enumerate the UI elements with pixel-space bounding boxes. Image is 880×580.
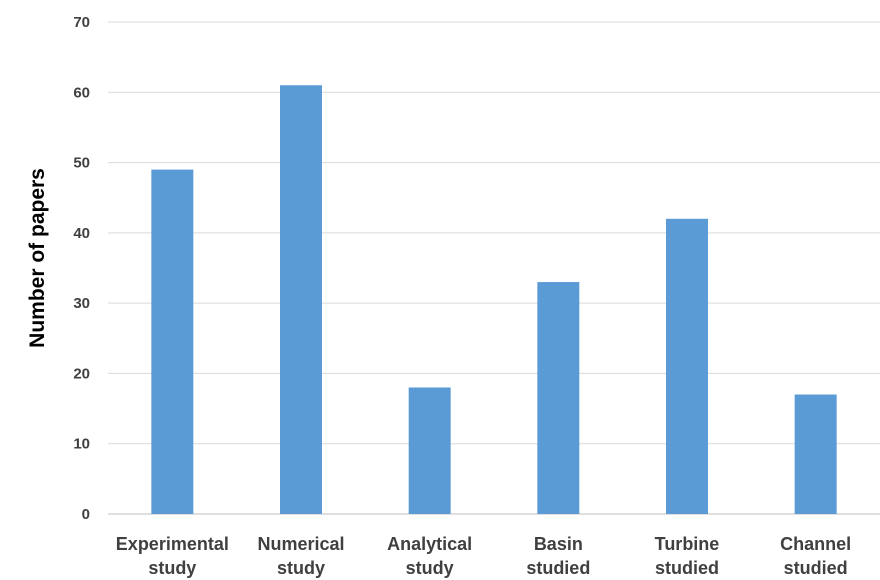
x-category-label-line: Turbine	[655, 534, 720, 554]
bar	[280, 85, 322, 514]
y-tick-label: 10	[73, 436, 90, 453]
bar	[151, 169, 194, 514]
bar	[666, 218, 708, 515]
bars	[151, 85, 837, 515]
x-category-label-line: Experimental	[116, 534, 229, 554]
x-category-label: Turbine studied	[655, 534, 720, 578]
x-category-label-line: study	[406, 558, 454, 578]
y-tick-label: 40	[73, 225, 90, 242]
bar	[537, 282, 580, 514]
x-category-label: Basin studied	[526, 534, 590, 578]
x-category-label: Numerical study	[257, 534, 344, 578]
x-category-label-line: study	[277, 558, 325, 578]
x-category-label-line: studied	[526, 558, 590, 578]
x-category-label-line: studied	[784, 558, 848, 578]
bar	[408, 387, 451, 514]
y-tick-label: 0	[82, 506, 90, 523]
y-tick-label: 30	[73, 295, 90, 312]
x-category-label-line: Numerical	[257, 534, 344, 554]
y-axis-ticks: 0 10 20 30 40 50 60 70	[73, 14, 90, 523]
x-category-label-line: Channel	[780, 534, 851, 554]
y-tick-label: 70	[73, 14, 90, 31]
y-axis-title: Number of papers	[26, 168, 49, 348]
bar	[794, 394, 837, 514]
y-tick-label: 20	[73, 365, 90, 382]
x-category-label-line: Basin	[534, 534, 583, 554]
grid-lines	[108, 21, 880, 515]
x-category-label: Experimental study	[116, 534, 229, 578]
y-tick-label: 60	[73, 84, 90, 101]
x-category-label-line: study	[148, 558, 196, 578]
x-category-label: Channel studied	[780, 534, 851, 578]
x-category-label-line: Analytical	[387, 534, 472, 554]
y-tick-label: 50	[73, 155, 90, 172]
x-category-label: Analytical study	[387, 534, 472, 578]
x-category-label-line: studied	[655, 558, 719, 578]
